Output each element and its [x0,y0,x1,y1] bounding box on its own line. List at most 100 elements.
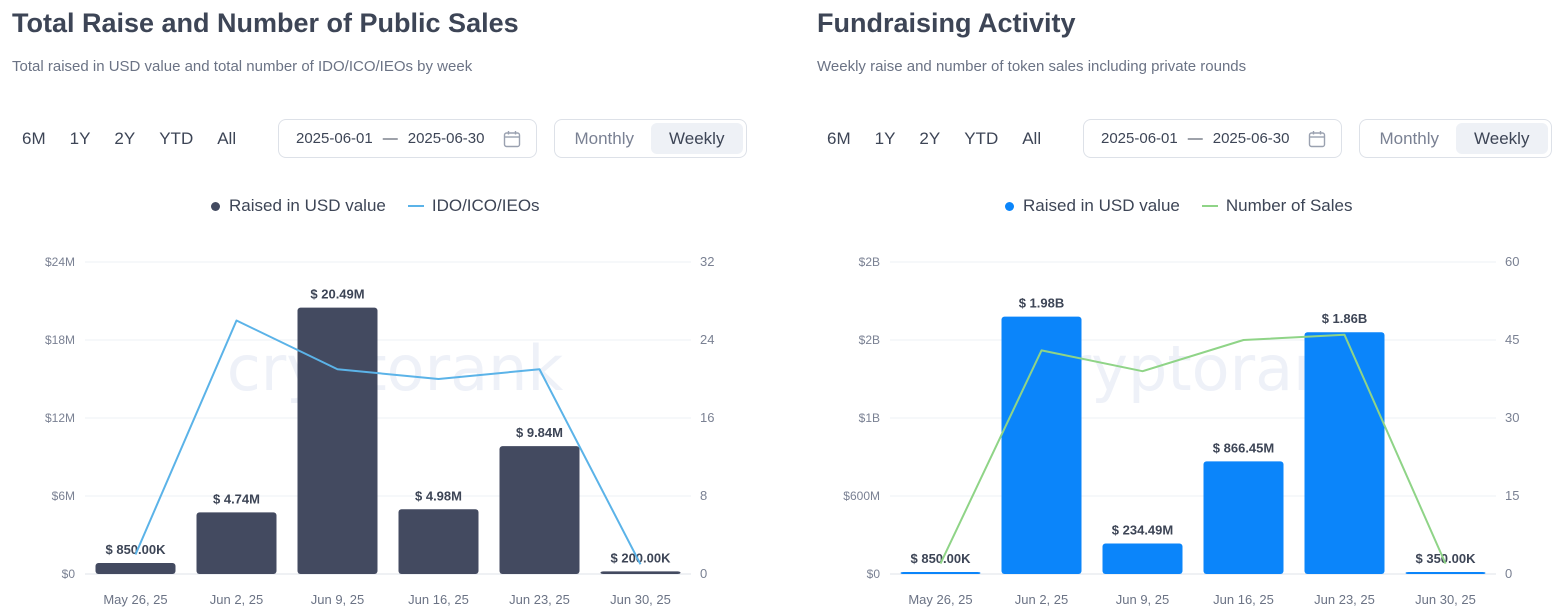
date-separator: — [1187,130,1203,147]
bar-data-label: $ 20.49M [310,287,364,302]
weekly-option[interactable]: Weekly [650,123,743,154]
range-all-button[interactable]: All [1022,129,1042,148]
x-tick-label: May 26, 25 [908,592,972,607]
fundraising-activity-panel: Fundraising Activity Weekly raise and nu… [805,0,1558,616]
date-range-picker[interactable]: 2025-06-01 — 2025-06-30 [1083,119,1342,158]
bar[interactable] [900,572,981,574]
legend-item-raised[interactable]: Raised in USD value [211,196,386,216]
legend-line [407,205,424,207]
bar[interactable] [499,446,580,574]
range-2y-button[interactable]: 2Y [919,129,941,148]
range-ytd-button[interactable]: YTD [964,129,999,148]
period-toggle: Monthly Weekly [554,119,747,158]
bar[interactable] [95,562,176,574]
date-start: 2025-06-01 [296,130,373,147]
bar-data-label: $ 200.00K [611,550,672,565]
x-tick-label: Jun 30, 25 [610,592,671,607]
y-left-tick-label: $24M [45,255,75,269]
monthly-option[interactable]: Monthly [574,129,635,148]
x-tick-label: Jun 2, 25 [210,592,264,607]
bar-data-label: $ 4.74M [213,491,260,506]
y-right-tick-label: 16 [700,410,714,425]
x-tick-label: Jun 16, 25 [1213,592,1274,607]
legend-dot [211,201,220,211]
bar[interactable] [600,571,681,574]
range-selector: 6M 1Y 2Y YTD All [10,128,248,150]
range-ytd-button[interactable]: YTD [159,129,194,148]
series-line[interactable] [939,333,1447,565]
calendar-icon[interactable] [503,130,521,148]
legend-dot [1005,201,1014,211]
y-left-tick-label: $6M [52,489,75,503]
monthly-option[interactable]: Monthly [1379,129,1440,148]
y-left-tick-label: $0 [62,567,76,581]
y-left-tick-label: $18M [45,333,75,347]
bar[interactable] [297,307,378,574]
range-1y-button[interactable]: 1Y [874,129,896,148]
bar[interactable] [1001,316,1082,574]
range-1y-button[interactable]: 1Y [69,129,91,148]
bar[interactable] [196,512,277,574]
y-left-tick-label: $600M [843,489,880,503]
date-range-picker[interactable]: 2025-06-01 — 2025-06-30 [278,119,537,158]
x-tick-label: Jun 16, 25 [408,592,469,607]
range-2y-button[interactable]: 2Y [114,129,136,148]
legend-item-raised[interactable]: Raised in USD value [1005,196,1180,216]
bar[interactable] [1203,461,1284,574]
x-tick-label: Jun 9, 25 [1116,592,1170,607]
y-left-tick-label: $0 [867,567,881,581]
weekly-option[interactable]: Weekly [1455,123,1548,154]
x-tick-label: Jun 23, 25 [1314,592,1375,607]
y-right-tick-label: 8 [700,488,707,503]
calendar-icon[interactable] [1308,130,1326,148]
range-6m-button[interactable]: 6M [827,129,851,148]
legend-line [1201,205,1218,207]
y-right-tick-label: 45 [1505,332,1519,347]
bar[interactable] [398,509,479,574]
bar[interactable] [1102,543,1183,574]
total-raise-panel: Total Raise and Number of Public Sales T… [0,0,760,616]
bar-data-label: $ 1.86B [1322,311,1368,326]
bar[interactable] [1405,572,1486,574]
y-right-tick-label: 0 [1505,566,1512,581]
chart-title: Fundraising Activity [817,8,1076,38]
date-end: 2025-06-30 [1212,130,1290,147]
legend-label: Number of Sales [1225,196,1353,215]
x-tick-label: May 26, 25 [103,592,167,607]
y-left-tick-label: $2B [859,333,880,347]
date-start: 2025-06-01 [1101,130,1178,147]
chart-subtitle: Total raised in USD value and total numb… [12,58,473,75]
x-tick-label: Jun 9, 25 [311,592,365,607]
range-6m-button[interactable]: 6M [22,129,46,148]
watermark: cryptorank [227,332,564,405]
y-right-tick-label: 32 [700,254,714,269]
bar-data-label: $ 234.49M [1112,523,1173,538]
bar-data-label: $ 850.00K [911,551,972,566]
chart-legend: Raised in USD value IDO/ICO/IEOs [211,196,562,216]
bar-data-label: $ 4.98M [415,488,462,503]
chart-legend: Raised in USD value Number of Sales [1005,196,1374,216]
legend-item-sales[interactable]: Number of Sales [1201,196,1353,216]
range-all-button[interactable]: All [217,129,237,148]
bar-data-label: $ 850.00K [106,542,167,557]
legend-label: Raised in USD value [1023,196,1180,215]
y-right-tick-label: 15 [1505,488,1519,503]
legend-label: Raised in USD value [229,196,386,215]
bar[interactable] [1304,332,1385,574]
series-line[interactable] [134,319,642,565]
bar-data-label: $ 866.45M [1213,440,1274,455]
chart-subtitle: Weekly raise and number of token sales i… [817,58,1247,75]
date-end: 2025-06-30 [407,130,485,147]
y-left-tick-label: $2B [859,255,880,269]
x-tick-label: Jun 23, 25 [509,592,570,607]
legend-item-ido[interactable]: IDO/ICO/IEOs [407,196,540,216]
bar-data-label: $ 350.00K [1416,551,1477,566]
bar-data-label: $ 9.84M [516,425,563,440]
y-right-tick-label: 60 [1505,254,1519,269]
bar-data-label: $ 1.98B [1019,296,1065,311]
y-left-tick-label: $1B [859,411,880,425]
date-separator: — [382,130,398,147]
period-toggle: Monthly Weekly [1359,119,1552,158]
legend-label: IDO/ICO/IEOs [431,196,540,215]
